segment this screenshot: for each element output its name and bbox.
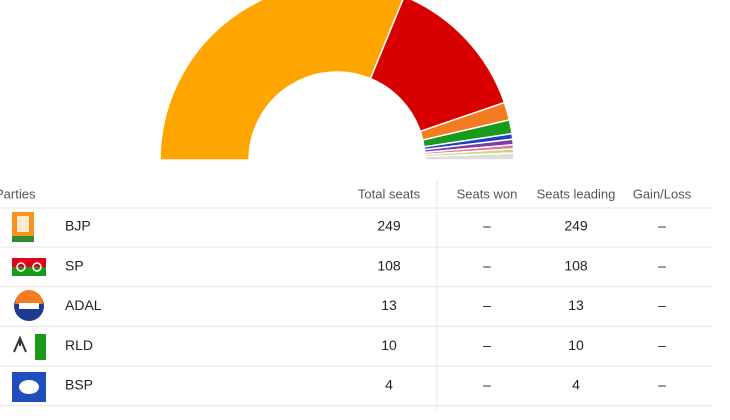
results-table: Parties Total seats Seats won Seats leading… xyxy=(0,186,712,407)
party-name: BJP xyxy=(65,218,91,234)
cell: – xyxy=(483,257,491,273)
cell: – xyxy=(658,218,666,234)
column-header: Total seats xyxy=(358,186,421,201)
cell: 13 xyxy=(381,297,397,313)
cell: – xyxy=(658,297,666,313)
cell: – xyxy=(483,218,491,234)
cell: 249 xyxy=(377,218,401,234)
cell: – xyxy=(658,257,666,273)
party-name: RLD xyxy=(65,337,93,353)
party-name: SP xyxy=(65,257,84,273)
cell: – xyxy=(483,337,491,353)
cell: – xyxy=(658,337,666,353)
sp-icon xyxy=(12,258,46,276)
cell: 4 xyxy=(385,377,393,393)
cell: 10 xyxy=(568,337,584,353)
cell: 108 xyxy=(377,257,401,273)
cell: 13 xyxy=(568,297,584,313)
column-header: Parties xyxy=(0,186,36,201)
column-header: Gain/Loss xyxy=(633,186,692,201)
bjp-icon xyxy=(12,212,34,242)
cell: 108 xyxy=(564,257,588,273)
cell: 249 xyxy=(564,218,588,234)
party-name: ADAL xyxy=(65,297,102,313)
cell: 10 xyxy=(381,337,397,353)
party-icons xyxy=(12,212,46,402)
seat-chart xyxy=(159,0,515,161)
slice xyxy=(159,0,404,161)
cell: 4 xyxy=(572,377,580,393)
party-name: BSP xyxy=(65,377,93,393)
cell: – xyxy=(483,297,491,313)
column-header: Seats won xyxy=(457,186,518,201)
rld-icon xyxy=(13,334,46,360)
cell: – xyxy=(483,377,491,393)
column-header: Seats leading xyxy=(537,186,616,201)
cell: – xyxy=(658,377,666,393)
bsp-icon xyxy=(12,372,46,402)
adal-icon xyxy=(14,290,44,321)
slice xyxy=(424,152,515,161)
